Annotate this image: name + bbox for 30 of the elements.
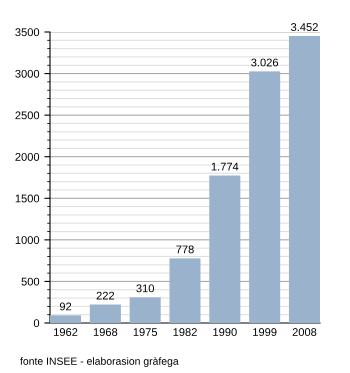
bar [50, 315, 82, 323]
x-tick-label: 1990 [213, 328, 237, 336]
x-tick-label: 1968 [94, 328, 118, 336]
data-label: 222 [96, 292, 114, 300]
y-tick-label: 3000 [15, 70, 40, 78]
data-label: 310 [136, 284, 154, 292]
bar [288, 36, 320, 323]
data-label: 92 [60, 302, 72, 310]
y-tick-label: 2500 [15, 111, 40, 120]
bar [130, 297, 161, 323]
y-tick-label: 2000 [15, 152, 40, 161]
y-tick-label: 3500 [15, 28, 40, 36]
x-tick-label: 1982 [173, 328, 197, 336]
x-tick-label: 1975 [134, 328, 158, 336]
bar [169, 258, 201, 323]
y-tick-label: 500 [21, 278, 40, 286]
bar [249, 71, 280, 323]
x-tick-label: 2008 [292, 328, 316, 336]
bar [90, 304, 121, 323]
x-tick-label: 1962 [54, 328, 78, 336]
y-tick-label: 1500 [16, 194, 40, 202]
bar [209, 176, 240, 323]
data-label: 3.026 [251, 58, 278, 66]
data-label: 3.452 [290, 23, 318, 32]
x-tick-label: 1999 [253, 328, 276, 336]
y-tick-label: 1000 [16, 236, 40, 244]
source-note: fonte INSEE - elaborasion gràfega [20, 357, 179, 367]
data-label: 1.774 [212, 162, 238, 170]
y-tick-label: 0 [34, 319, 40, 328]
data-label: 778 [176, 245, 194, 254]
